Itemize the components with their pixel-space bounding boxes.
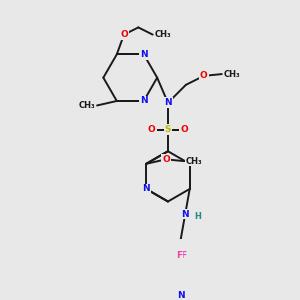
- Text: CH₃: CH₃: [186, 157, 202, 166]
- Text: O: O: [120, 30, 128, 39]
- Text: N: N: [142, 184, 150, 194]
- Text: F: F: [176, 251, 182, 260]
- Text: H: H: [194, 212, 201, 221]
- Text: O: O: [200, 71, 208, 80]
- Text: N: N: [164, 98, 172, 107]
- Text: O: O: [180, 125, 188, 134]
- Text: O: O: [162, 155, 170, 164]
- Text: N: N: [140, 97, 148, 106]
- Text: CH₃: CH₃: [154, 30, 171, 39]
- Text: CH₃: CH₃: [224, 70, 240, 79]
- Text: O: O: [148, 125, 156, 134]
- Text: CH₃: CH₃: [79, 101, 95, 110]
- Text: S: S: [165, 125, 171, 134]
- Text: N: N: [177, 291, 184, 300]
- Text: F: F: [180, 251, 186, 260]
- Text: N: N: [182, 210, 189, 219]
- Text: N: N: [140, 50, 148, 59]
